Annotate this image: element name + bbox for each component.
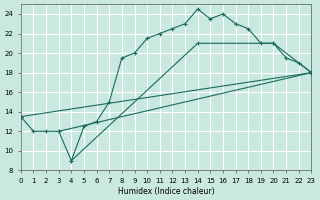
X-axis label: Humidex (Indice chaleur): Humidex (Indice chaleur) <box>118 187 214 196</box>
